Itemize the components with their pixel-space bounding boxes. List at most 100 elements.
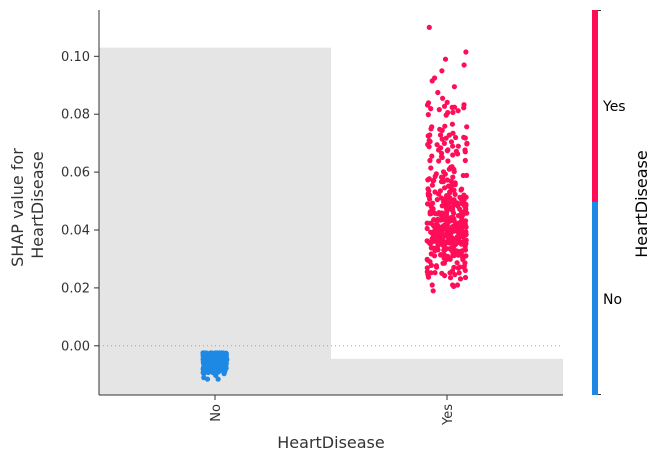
data-point <box>453 148 459 154</box>
data-point <box>463 253 469 259</box>
data-point <box>445 158 451 164</box>
data-point <box>429 182 435 188</box>
data-point <box>438 212 444 218</box>
data-point <box>434 142 440 148</box>
data-point <box>439 226 445 232</box>
data-point <box>440 241 446 248</box>
data-point <box>426 176 432 182</box>
x-ticks: No Yes <box>209 395 456 426</box>
data-point <box>443 135 449 141</box>
data-point <box>447 234 454 240</box>
data-point <box>456 270 462 276</box>
series-no <box>200 350 230 382</box>
data-point <box>219 353 225 359</box>
data-point <box>442 123 448 129</box>
data-point <box>429 78 435 84</box>
data-point <box>210 370 216 376</box>
data-point <box>436 158 442 164</box>
axes <box>98 10 563 396</box>
y-tick-label: 0.00 <box>61 339 90 354</box>
data-point <box>439 127 445 133</box>
data-point <box>439 136 445 142</box>
data-point <box>447 228 453 234</box>
data-point <box>425 112 431 118</box>
colorbar-yes-segment <box>592 10 598 202</box>
data-point <box>432 189 438 195</box>
data-point <box>451 283 457 289</box>
data-point <box>451 104 458 110</box>
data-point <box>433 171 439 177</box>
data-point <box>462 260 468 266</box>
data-point <box>457 206 463 212</box>
data-point <box>443 213 449 219</box>
data-point <box>216 367 222 373</box>
data-point <box>454 260 460 266</box>
data-point <box>455 213 461 219</box>
data-point <box>437 132 444 138</box>
data-point <box>455 252 461 258</box>
data-point <box>444 99 450 105</box>
data-point <box>428 251 434 257</box>
y-ticks: 0.00 0.02 0.04 0.06 0.08 0.10 <box>61 50 99 354</box>
data-point <box>444 220 450 226</box>
data-point <box>450 214 456 220</box>
data-point <box>200 359 206 365</box>
data-point <box>424 269 430 275</box>
data-point <box>450 174 456 180</box>
data-point <box>462 157 468 164</box>
data-point <box>448 164 454 170</box>
data-point <box>427 259 433 265</box>
data-point <box>445 253 451 259</box>
data-point <box>428 202 434 208</box>
data-point <box>457 276 464 282</box>
data-point <box>211 361 218 367</box>
data-point <box>432 211 439 217</box>
data-point <box>440 216 446 222</box>
y-axis-label: SHAP value for HeartDisease <box>8 143 47 267</box>
data-point <box>454 226 460 232</box>
y-axis-label-line-1: SHAP value for <box>8 148 27 267</box>
data-point <box>426 144 432 150</box>
data-point <box>449 121 455 127</box>
data-point <box>431 222 437 229</box>
data-point <box>427 196 433 202</box>
data-point <box>430 237 436 243</box>
data-point <box>458 222 464 228</box>
data-point <box>464 210 470 216</box>
data-point <box>424 238 430 244</box>
data-point <box>440 179 446 185</box>
data-point <box>424 225 430 232</box>
data-point <box>445 147 451 153</box>
colorbar-no-segment <box>592 202 598 395</box>
data-point <box>213 355 219 362</box>
data-point <box>439 203 445 209</box>
data-point <box>448 178 454 184</box>
x-axis-label: HeartDisease <box>277 433 384 452</box>
data-point <box>441 103 448 109</box>
data-point <box>203 355 210 361</box>
data-point <box>450 109 456 115</box>
data-point <box>450 152 456 158</box>
data-point <box>440 260 446 266</box>
data-point <box>436 107 442 113</box>
data-point <box>223 358 229 364</box>
data-point <box>459 229 465 235</box>
data-point <box>447 275 454 281</box>
data-point <box>461 134 467 140</box>
y-tick-label: 0.06 <box>61 166 90 181</box>
data-point <box>442 273 448 279</box>
data-point <box>463 224 469 230</box>
scatter-points <box>200 24 470 382</box>
data-point <box>440 95 446 101</box>
data-point <box>451 84 457 90</box>
data-point <box>445 110 451 116</box>
data-point <box>432 270 438 276</box>
data-point <box>445 202 451 208</box>
data-point <box>428 229 434 235</box>
colorbar-label-yes: Yes <box>602 99 626 115</box>
data-point <box>451 202 457 208</box>
data-point <box>441 140 447 146</box>
data-point <box>439 154 445 160</box>
background-bar-no <box>99 47 331 395</box>
